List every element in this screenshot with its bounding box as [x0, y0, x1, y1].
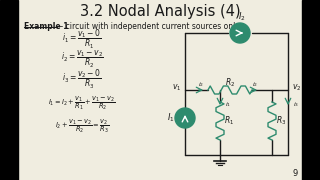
Text: – circuit with independent current sources only: – circuit with independent current sourc… — [57, 21, 240, 30]
Text: $R_3$: $R_3$ — [276, 115, 286, 127]
Text: $v_2$: $v_2$ — [292, 83, 301, 93]
Text: $i_2$: $i_2$ — [252, 81, 258, 89]
Text: $I_2$: $I_2$ — [238, 11, 246, 23]
Text: $I_1$: $I_1$ — [167, 112, 175, 124]
Text: $v_1$: $v_1$ — [172, 83, 181, 93]
Text: $i_3 = \dfrac{v_2 - 0}{R_3}$: $i_3 = \dfrac{v_2 - 0}{R_3}$ — [62, 67, 102, 91]
Text: 3.2 Nodal Analysis (4): 3.2 Nodal Analysis (4) — [80, 3, 240, 19]
Text: $i_2$: $i_2$ — [198, 81, 204, 89]
Circle shape — [175, 108, 195, 128]
Text: $I_2 + \dfrac{v_1 - v_2}{R_2} = \dfrac{v_2}{R_3}$: $I_2 + \dfrac{v_1 - v_2}{R_2} = \dfrac{v… — [55, 117, 109, 135]
Text: $R_2$: $R_2$ — [225, 77, 235, 89]
Bar — [302, 0, 320, 180]
Text: Example 1: Example 1 — [24, 21, 68, 30]
Text: $I_1 = I_2 + \dfrac{v_1}{R_1} + \dfrac{v_1 - v_2}{R_2}$: $I_1 = I_2 + \dfrac{v_1}{R_1} + \dfrac{v… — [48, 94, 116, 112]
Bar — [0, 0, 18, 180]
Text: $i_3$: $i_3$ — [293, 101, 299, 109]
Circle shape — [230, 23, 250, 43]
Text: $i_1$: $i_1$ — [225, 101, 231, 109]
Text: $i_1 = \dfrac{v_1 - 0}{R_1}$: $i_1 = \dfrac{v_1 - 0}{R_1}$ — [62, 27, 102, 51]
Text: $R_1$: $R_1$ — [224, 115, 234, 127]
Text: $i_2 = \dfrac{v_1 - v_2}{R_2}$: $i_2 = \dfrac{v_1 - v_2}{R_2}$ — [60, 48, 103, 70]
Text: 9: 9 — [292, 168, 298, 177]
